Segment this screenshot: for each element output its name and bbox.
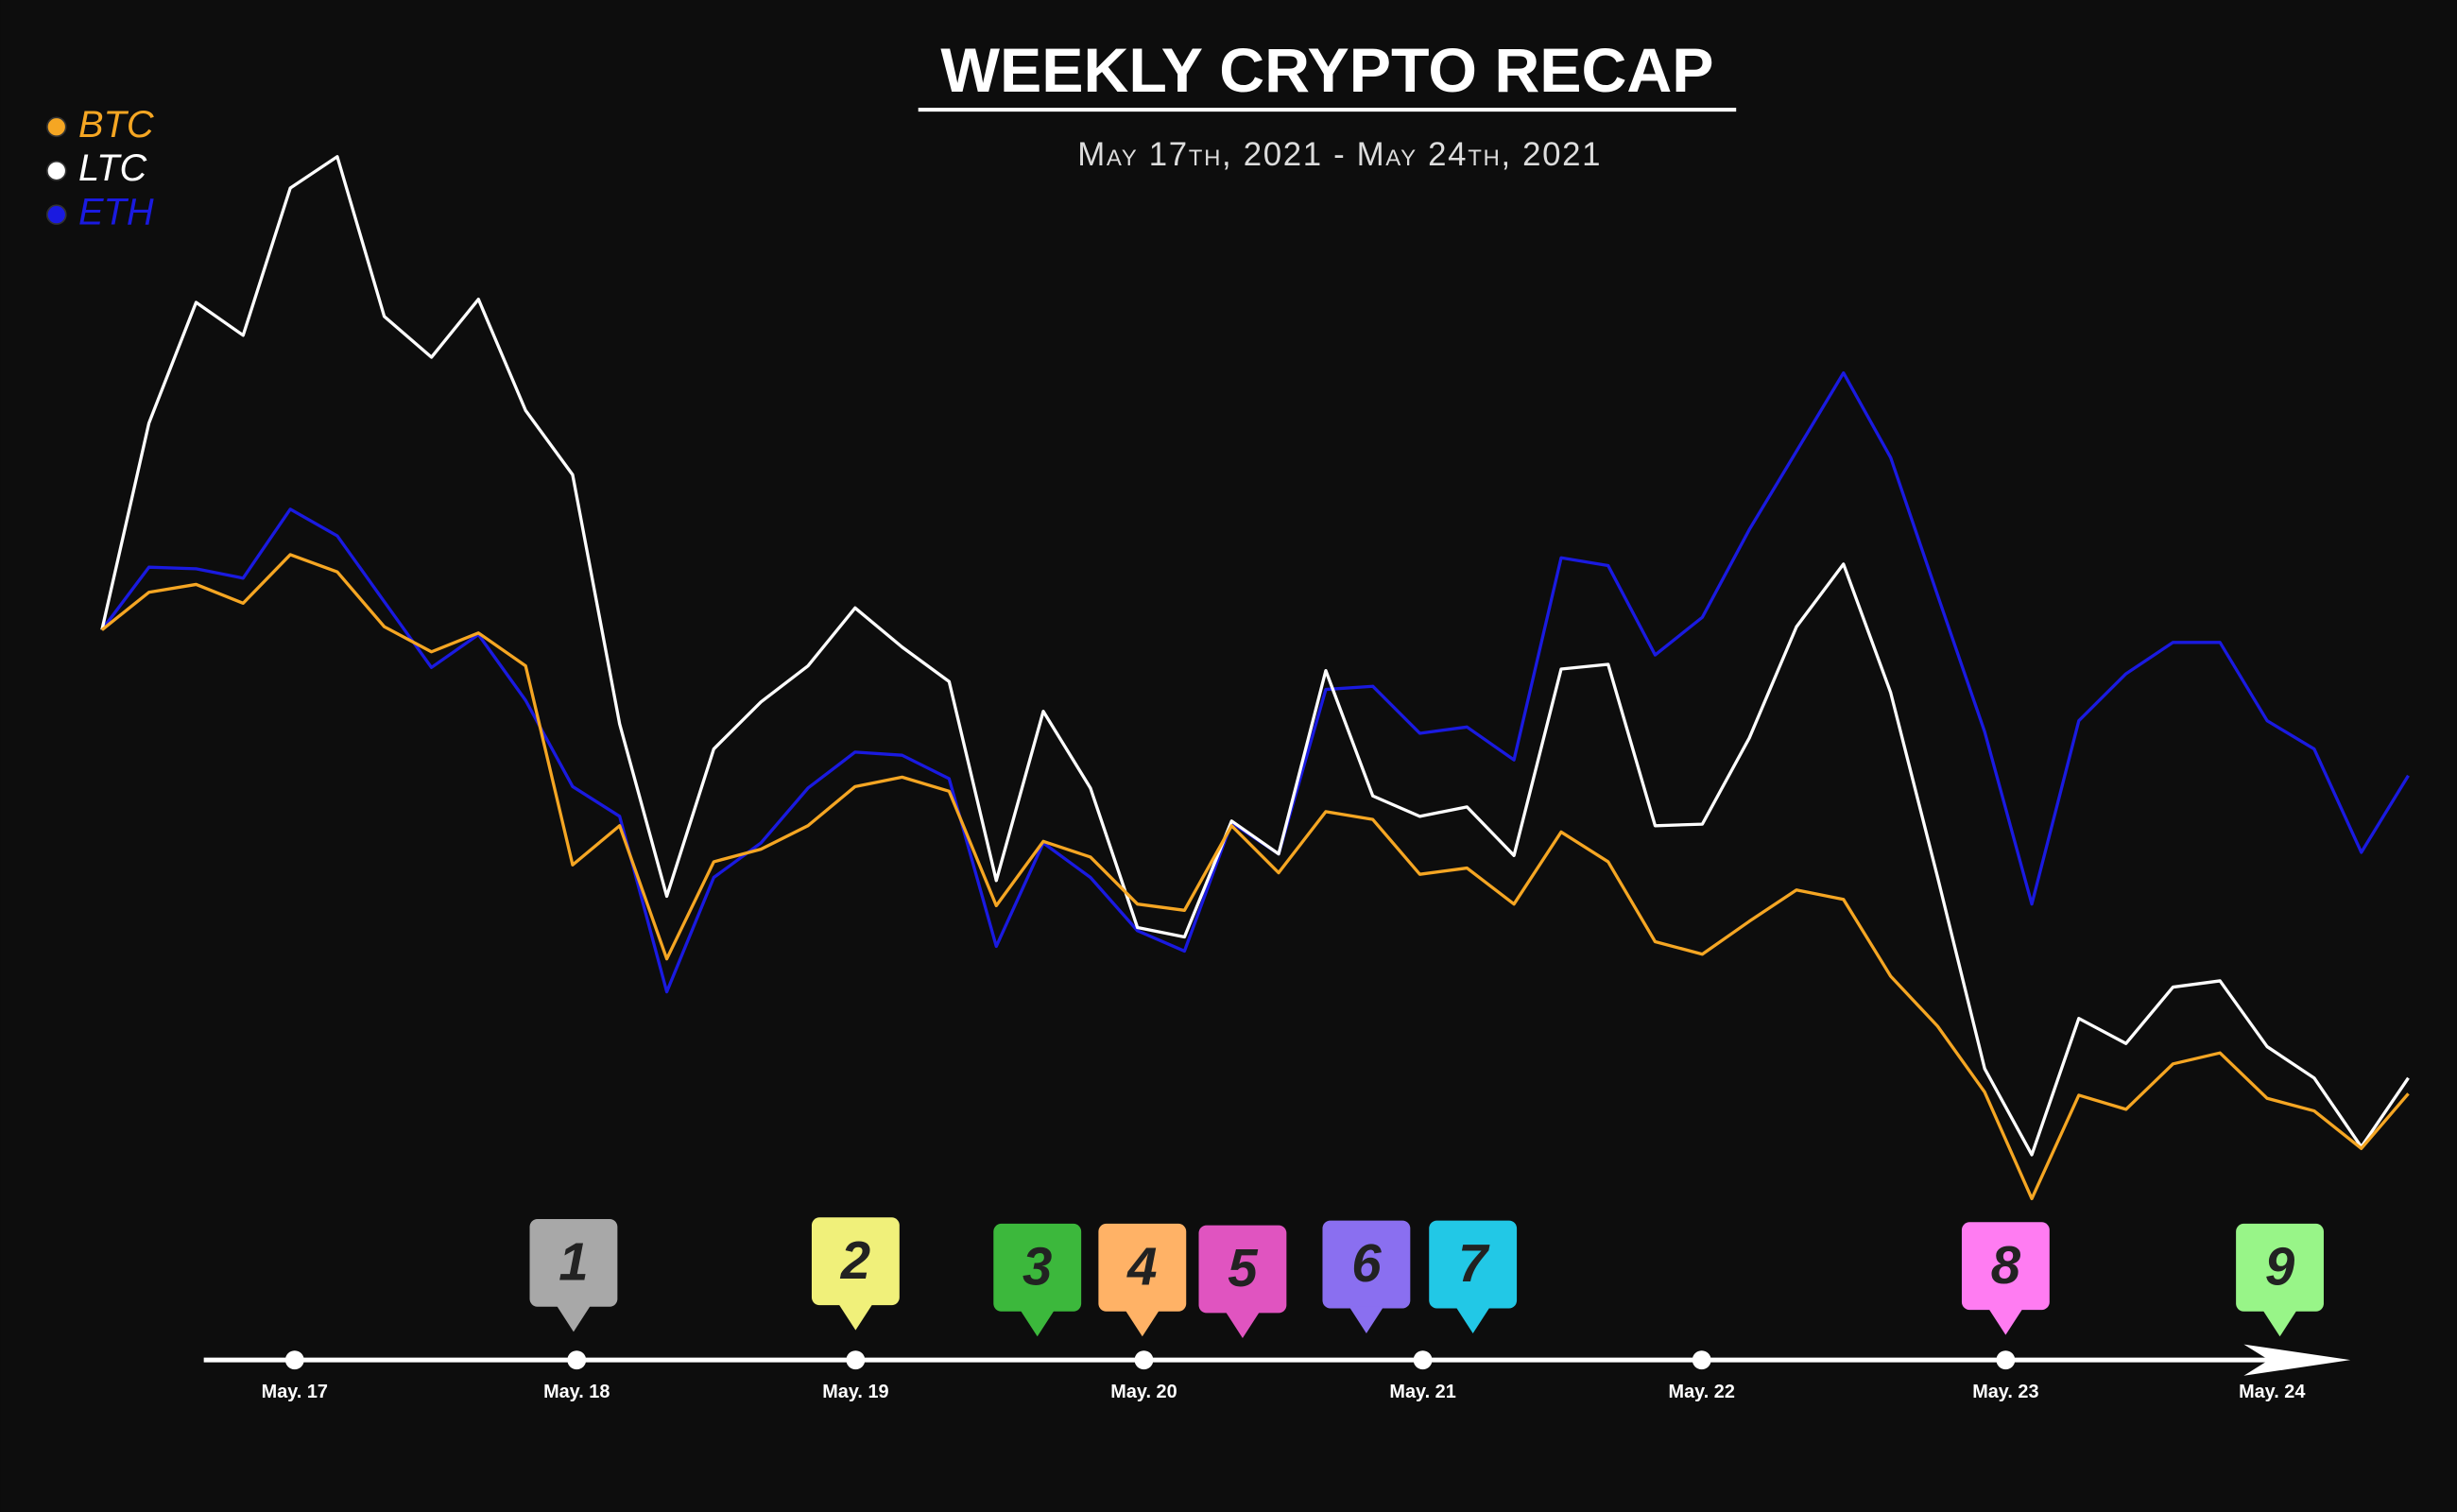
event-box — [2236, 1223, 2324, 1312]
line-ltc — [100, 155, 2410, 1157]
event-flag: 6 — [1322, 1220, 1411, 1333]
event-flag: 8 — [1961, 1222, 2050, 1335]
event-pointer — [838, 1303, 873, 1331]
timeline-label: May. 19 — [822, 1382, 888, 1402]
event-label: 7 — [1458, 1233, 1490, 1293]
event-label: 1 — [558, 1232, 588, 1292]
event-pointer — [1988, 1308, 2023, 1335]
timeline-dot — [1413, 1350, 1433, 1370]
event-label: 3 — [1022, 1237, 1052, 1297]
event-pointer — [1349, 1306, 1384, 1333]
legend-dot — [46, 160, 67, 181]
event-label: 5 — [1228, 1238, 1258, 1297]
event-pointer — [1225, 1311, 1261, 1338]
event-label: 8 — [1991, 1235, 2021, 1295]
timeline-label: May. 18 — [543, 1382, 610, 1402]
event-pointer — [556, 1305, 592, 1332]
event-box — [1198, 1225, 1287, 1314]
event-pointer — [1125, 1310, 1160, 1337]
chart-title: WEEKLY CRYPTO RECAP — [940, 36, 1713, 106]
event-pointer — [1455, 1306, 1490, 1333]
timeline-dot — [1692, 1350, 1711, 1370]
legend-label: ETH — [78, 192, 154, 233]
timeline-label: May. 22 — [1669, 1382, 1735, 1402]
line-btc — [100, 553, 2410, 1201]
event-label: 2 — [840, 1230, 870, 1290]
legend-dot — [46, 116, 67, 138]
event-flag: 9 — [2236, 1223, 2324, 1337]
event-flag: 7 — [1429, 1220, 1518, 1333]
event-box — [1961, 1222, 2050, 1311]
legend-dot — [46, 204, 67, 225]
legend-label: LTC — [78, 147, 146, 189]
event-box — [993, 1223, 1082, 1312]
event-label: 4 — [1126, 1237, 1157, 1297]
timeline-label: May. 21 — [1389, 1382, 1455, 1402]
event-box — [1429, 1220, 1518, 1309]
event-box — [1098, 1223, 1187, 1312]
event-flag: 1 — [529, 1218, 618, 1332]
timeline-dot — [567, 1350, 587, 1370]
event-flag: 4 — [1098, 1223, 1187, 1337]
timeline-label: May. 17 — [262, 1382, 328, 1402]
event-box — [529, 1218, 618, 1307]
chart-subtitle: May 17th, 2021 - May 24th, 2021 — [1077, 136, 1602, 173]
timeline-dot — [846, 1350, 866, 1370]
timeline-label: May. 24 — [2239, 1382, 2305, 1402]
timeline-arrow — [2243, 1344, 2351, 1376]
event-pointer — [1020, 1310, 1055, 1337]
event-pointer — [2262, 1310, 2297, 1337]
event-box — [811, 1217, 900, 1306]
timeline-label: May. 20 — [1110, 1382, 1177, 1402]
event-flag: 2 — [811, 1217, 900, 1331]
event-box — [1322, 1220, 1411, 1309]
event-flag: 3 — [993, 1223, 1082, 1337]
event-label: 9 — [2265, 1237, 2295, 1297]
timeline-label: May. 23 — [1972, 1382, 2038, 1402]
timeline-dot — [1134, 1350, 1154, 1370]
legend-label: BTC — [78, 104, 154, 146]
event-flag: 5 — [1198, 1225, 1287, 1338]
event-label: 6 — [1351, 1233, 1382, 1293]
timeline-dot — [1996, 1350, 2016, 1370]
timeline-dot — [284, 1350, 304, 1370]
